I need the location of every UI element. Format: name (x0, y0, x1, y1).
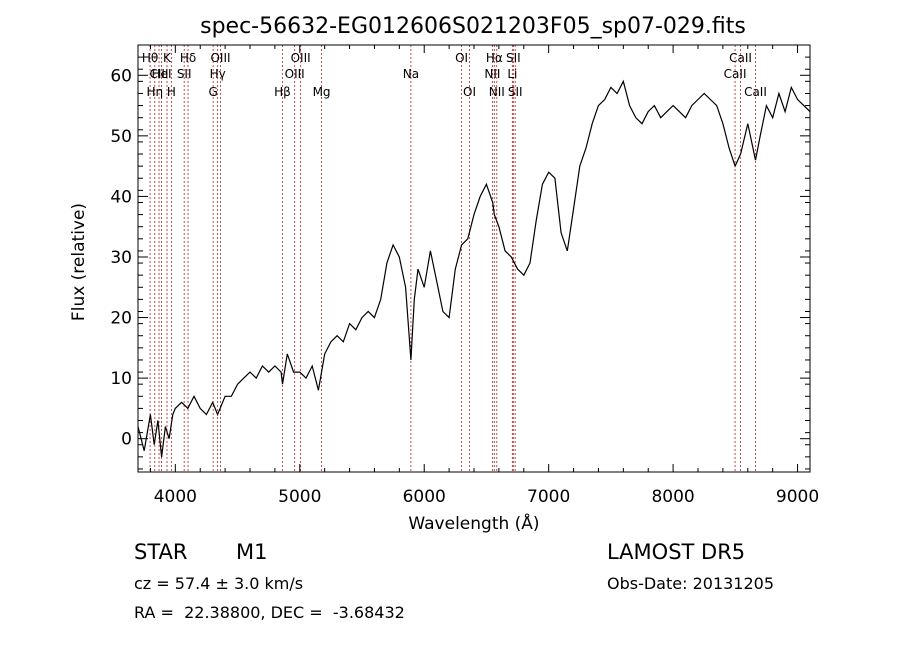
line-marker-label: OIII (291, 51, 311, 65)
line-marker-label: Li (507, 67, 517, 81)
line-marker-label: CIII (150, 67, 169, 81)
y-tick-label: 40 (110, 187, 132, 207)
survey-name: LAMOST DR5 (607, 540, 746, 564)
line-marker-label: CaII (744, 85, 767, 99)
x-tick-label: 7000 (527, 487, 570, 507)
y-axis: 0 10 20 30 40 50 60 (110, 44, 810, 470)
plot-frame (137, 44, 811, 473)
line-marker-label: CaII (724, 67, 747, 81)
line-marker-label: Hα (486, 51, 503, 65)
line-marker-label: H (167, 85, 176, 99)
line-marker-label: G (209, 85, 218, 99)
observation-date: Obs-Date: 20131205 (607, 574, 775, 593)
line-marker-label: Hγ (210, 67, 226, 81)
redshift-velocity: cz = 57.4 ± 3.0 km/s (134, 574, 304, 593)
spectrum-line (137, 79, 811, 457)
y-tick-label: 10 (110, 369, 132, 389)
line-marker-label: OIII (285, 67, 305, 81)
line-marker-label: K (163, 51, 172, 65)
line-marker-label: Na (403, 67, 419, 81)
line-marker-label: CaII (729, 51, 752, 65)
coordinates: RA = 22.38800, DEC = -3.68432 (134, 603, 405, 622)
line-marker-label: Mg (313, 85, 331, 99)
y-tick-label: 20 (110, 309, 132, 329)
x-tick-label: 4000 (154, 487, 197, 507)
x-axis-label: Wavelength (Å) (408, 512, 539, 534)
line-marker-label: OI (455, 51, 468, 65)
line-marker-label: Hβ (274, 85, 291, 99)
line-marker-label: Hδ (180, 51, 196, 65)
line-marker-label: SII (508, 85, 523, 99)
subclass: M1 (236, 540, 268, 564)
emission-line-labels: HθHηCIIIHeIKHSIIHδGHγOIIIHβOIIIOIIIMgNaO… (142, 51, 767, 99)
y-tick-label: 0 (121, 430, 132, 450)
x-tick-label: 8000 (651, 487, 694, 507)
line-marker-label: SII (177, 67, 192, 81)
x-axis: 4000 5000 6000 7000 8000 9000 (149, 45, 819, 507)
object-type: STAR (134, 540, 188, 564)
line-marker-label: NII (484, 67, 500, 81)
line-marker-label: SII (506, 51, 521, 65)
y-tick-label: 50 (110, 127, 132, 147)
chart-title: spec-56632-EG012606S021203F05_sp07-029.f… (200, 14, 746, 39)
line-marker-label: OIII (210, 51, 230, 65)
line-marker-label: OI (463, 85, 476, 99)
emission-line-markers (149, 45, 756, 472)
x-tick-label: 9000 (776, 487, 819, 507)
y-tick-label: 30 (110, 248, 132, 268)
line-marker-label: Hη (146, 85, 163, 99)
line-marker-label: Hθ (142, 51, 158, 65)
x-tick-label: 6000 (403, 487, 446, 507)
x-tick-label: 5000 (278, 487, 321, 507)
y-tick-label: 60 (110, 66, 132, 86)
line-marker-label: NII (489, 85, 505, 99)
line-marker-label: HeI (152, 67, 172, 81)
y-axis-label: Flux (relative) (69, 203, 89, 321)
